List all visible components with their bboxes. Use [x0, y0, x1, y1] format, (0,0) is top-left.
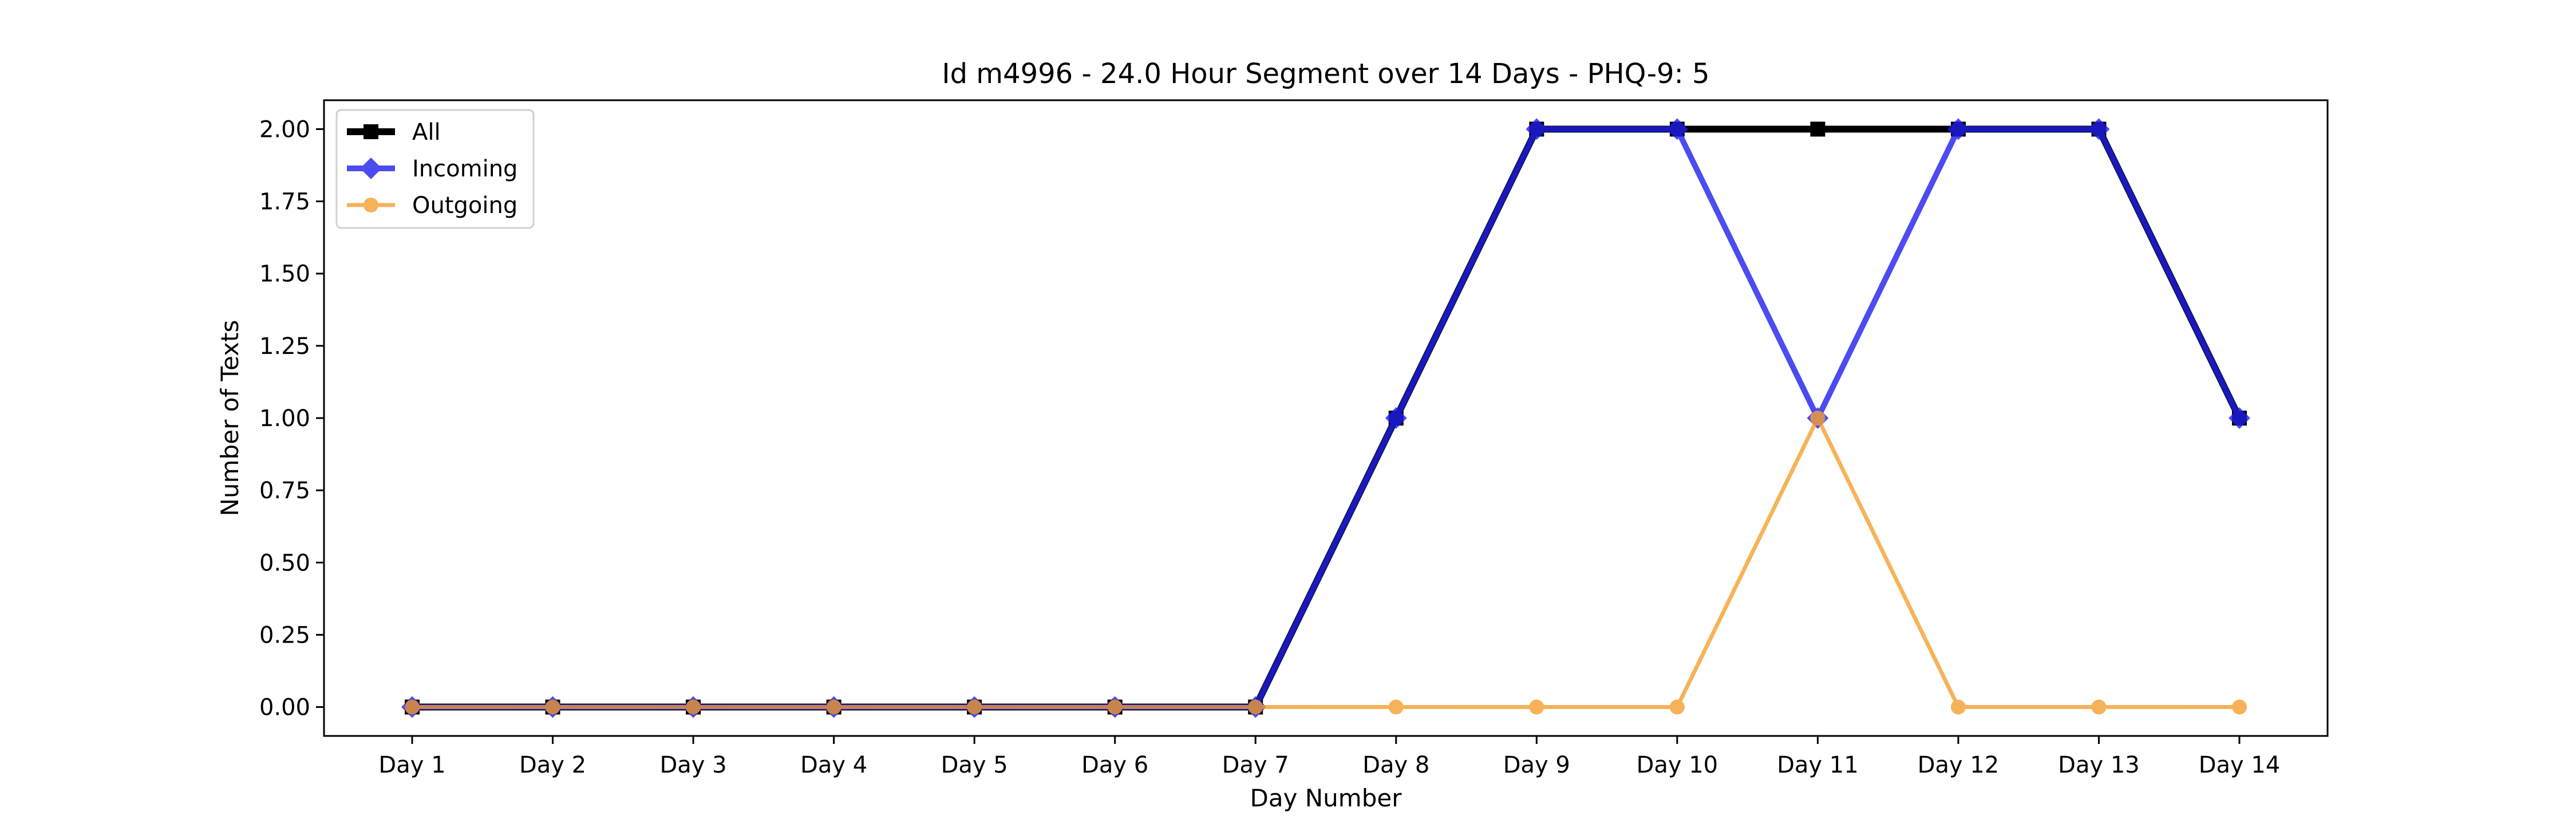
data-point-outgoing — [1810, 411, 1826, 426]
y-tick-label: 1.00 — [259, 405, 310, 432]
data-point-outgoing — [1248, 699, 1263, 715]
x-tick-label: Day 4 — [800, 752, 867, 778]
x-axis: Day 1 Day 2 Day 3 Day 4 Day 5 Day 6 Day 7 Day 8… — [378, 736, 2280, 778]
chart-title: Id m4996 - 24.0 Hour Segment over 14 Day… — [942, 58, 1709, 90]
data-point-outgoing — [2091, 699, 2107, 715]
data-point-incoming — [2229, 407, 2250, 429]
series-outgoing — [405, 411, 2247, 715]
x-tick-label: Day 2 — [519, 752, 586, 778]
y-tick-label: 2.00 — [259, 116, 310, 143]
data-point-outgoing — [1388, 699, 1404, 715]
plot-area — [401, 118, 2250, 718]
x-tick-label: Day 8 — [1362, 752, 1429, 778]
x-tick-label: Day 6 — [1081, 752, 1148, 778]
data-point-incoming — [2088, 118, 2110, 140]
legend-label: Incoming — [412, 156, 517, 182]
data-point-outgoing — [2232, 699, 2247, 715]
data-point-outgoing — [826, 699, 841, 715]
x-axis-label: Day Number — [1250, 784, 1402, 812]
data-point-outgoing — [1529, 699, 1544, 715]
y-tick-label: 1.25 — [259, 333, 310, 360]
legend-frame — [335, 109, 535, 229]
x-tick-label: Day 1 — [378, 752, 445, 778]
legend-entry-all — [347, 124, 395, 139]
data-point-outgoing — [405, 699, 420, 715]
data-point-incoming — [1947, 118, 1969, 140]
data-point-outgoing — [545, 699, 560, 715]
y-tick-label: 1.75 — [259, 189, 310, 215]
y-tick-label: 0.00 — [259, 695, 310, 721]
x-tick-label: Day 7 — [1222, 752, 1289, 778]
data-point-outgoing — [1669, 699, 1685, 715]
data-point-outgoing — [1950, 699, 1966, 715]
series-line-outgoing — [412, 416, 2239, 710]
x-tick-label: Day 12 — [1918, 752, 2000, 778]
data-point-outgoing — [686, 699, 701, 715]
data-point-incoming — [1385, 407, 1407, 429]
x-tick-label: Day 13 — [2058, 752, 2140, 778]
data-point-outgoing — [1107, 699, 1123, 715]
legend-marker — [360, 157, 382, 179]
legend-entry-outgoing — [347, 198, 395, 212]
y-axis: 0.00 0.25 0.50 0.75 1.00 1.25 1.50 1.75 2.00 — [259, 116, 324, 721]
y-tick-label: 0.75 — [259, 478, 310, 504]
legend-marker — [364, 198, 378, 212]
data-point-incoming — [1666, 118, 1688, 140]
data-point-outgoing — [967, 699, 982, 715]
x-tick-label: Day 5 — [941, 752, 1008, 778]
y-tick-label: 0.50 — [259, 550, 310, 576]
x-tick-label: Day 14 — [2199, 752, 2281, 778]
y-axis-label: Number of Texts — [216, 320, 244, 517]
legend-label: All — [412, 119, 441, 145]
x-tick-label: Day 11 — [1777, 752, 1859, 778]
data-point-incoming — [1526, 118, 1548, 140]
legend-label: Outgoing — [412, 192, 517, 219]
x-tick-label: Day 3 — [659, 752, 726, 778]
x-tick-label: Day 9 — [1503, 752, 1570, 778]
legend-marker — [364, 124, 378, 139]
legend: All Incoming Outgoing — [335, 109, 535, 229]
x-tick-label: Day 10 — [1637, 752, 1718, 778]
legend-entry-incoming — [347, 157, 395, 179]
data-point-all — [1810, 121, 1826, 137]
y-tick-label: 1.50 — [259, 261, 310, 288]
y-tick-label: 0.25 — [259, 622, 310, 648]
